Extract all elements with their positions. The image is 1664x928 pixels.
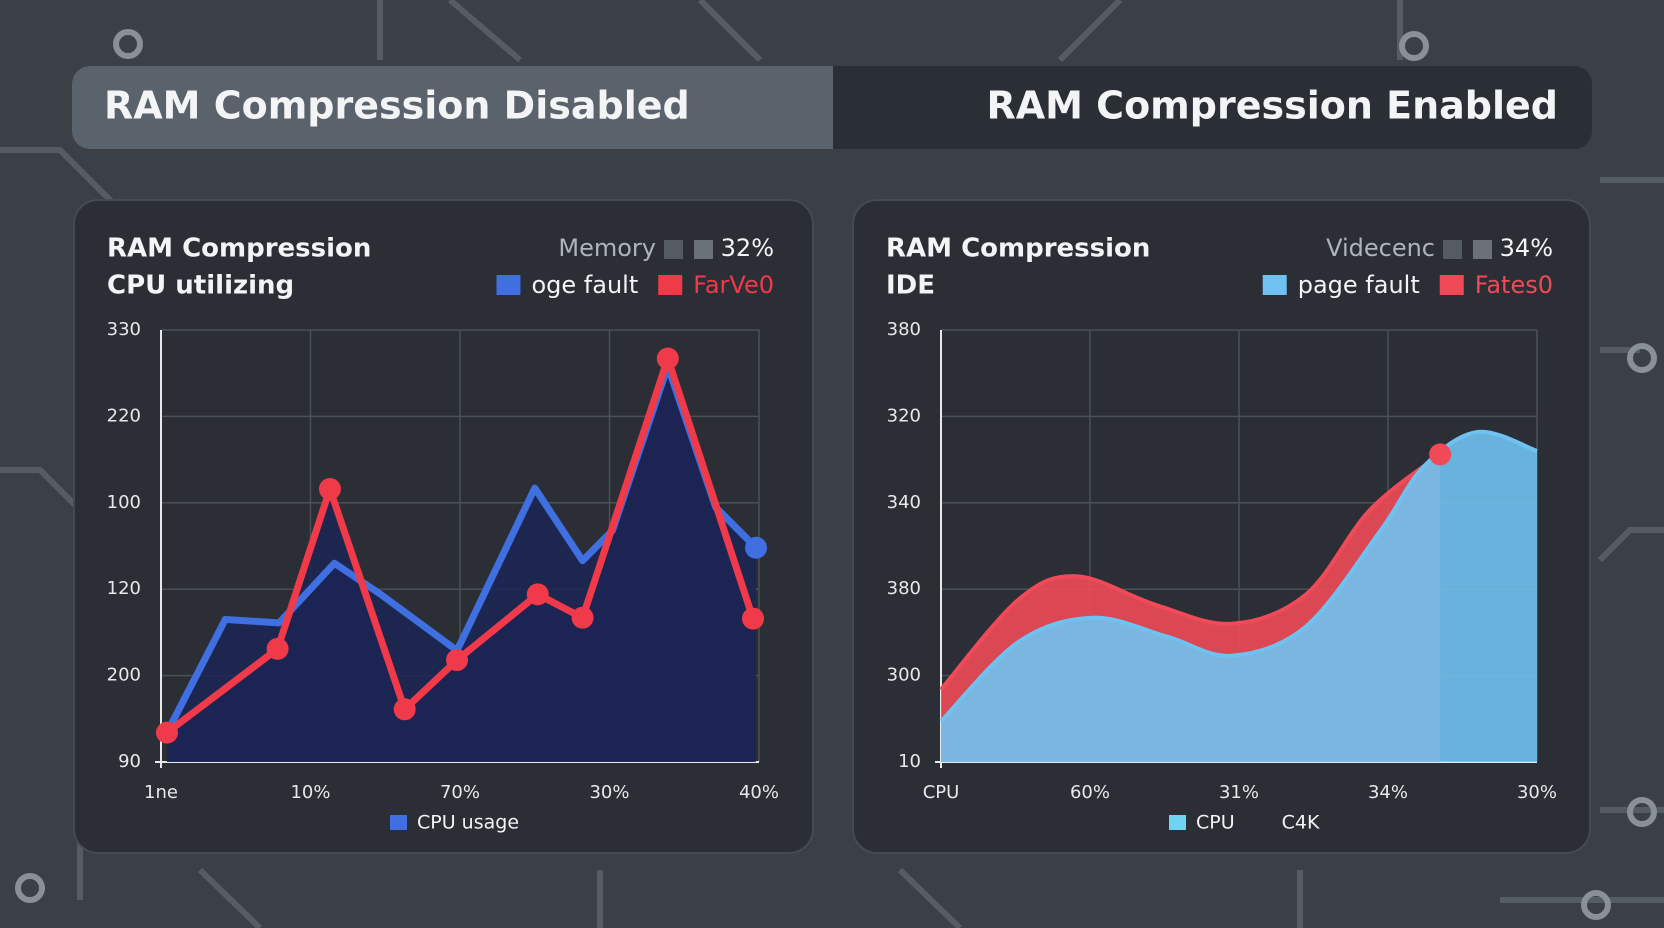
legend-swatch [658,275,683,295]
y-tick-label: 380 [887,578,921,599]
y-tick-label: 220 [107,405,141,426]
legend-label: oge fault [531,271,638,299]
y-tick-label: 380 [887,319,921,340]
chart: RAM Compression IDE 34% Videcenc Fates0 page … [886,234,1557,834]
x-tick-label: 30% [1517,782,1557,803]
stat-swatch [1443,240,1462,259]
x-tick-label: 60% [1070,782,1110,803]
series-marker [266,637,289,660]
header-left: RAM Compression Disabled [104,84,690,128]
y-tick-label: 200 [107,665,141,686]
header-right: RAM Compression Enabled [986,84,1558,128]
stat-swatch [1473,240,1492,259]
header-bar: RAM Compression Disabled RAM Compression… [72,66,1592,149]
legend-swatch [390,815,407,830]
y-tick-label: 340 [887,492,921,513]
chart-title: RAM Compression [886,234,1150,264]
stat-swatch [664,240,683,259]
series-marker [656,347,679,370]
series-area [166,358,754,762]
chart-subtitle: CPU utilizing [107,271,294,301]
x-tick-label: 70% [440,782,480,803]
bottom-legend-label: CPU usage [417,812,519,834]
header-left-bg [72,66,833,149]
series-marker [318,477,341,500]
x-tick-label: 34% [1368,782,1408,803]
chart-title: RAM Compression [107,234,371,264]
legend-swatch [496,275,521,295]
bottom-legend-label: C4K [1282,812,1320,834]
legend-label: FarVe0 [693,271,774,299]
y-tick-label: 10 [898,751,921,772]
y-tick-label: 120 [107,578,141,599]
series-marker [393,698,416,721]
chart: RAM Compression CPU utilizing 32% Memory Far… [107,234,779,834]
y-tick-label: 320 [887,405,921,426]
stat-value: 34% [1500,234,1553,262]
x-tick-label: 40% [739,782,779,803]
series-marker [571,606,594,629]
x-tick-label: 31% [1219,782,1259,803]
series-marker [155,721,178,744]
stat-label: Videcenc [1326,234,1435,262]
stat-swatch [694,240,713,259]
stat-value: 32% [721,234,774,262]
y-tick-label: 330 [107,319,141,340]
y-tick-label: 90 [118,751,141,772]
bottom-legend-label: CPU [1196,812,1235,834]
x-tick-label: 10% [290,782,330,803]
series-line [939,452,1442,691]
x-tick-label: 1ne [144,782,178,803]
x-tick-label: CPU [923,782,960,803]
series-marker [446,649,469,672]
chart-subtitle: IDE [886,271,935,301]
legend-swatch [1169,815,1186,830]
series-marker [745,536,768,559]
series-marker [526,583,549,606]
legend-swatch [1439,275,1464,295]
series-marker [1429,443,1452,466]
x-tick-label: 30% [589,782,629,803]
legend-swatch [1262,275,1287,295]
legend-label: Fates0 [1475,271,1553,299]
legend-label: page fault [1298,271,1420,299]
stat-label: Memory [558,234,656,262]
y-tick-label: 100 [107,492,141,513]
series-marker [742,607,765,630]
y-tick-label: 300 [887,665,921,686]
series-area [941,431,1537,762]
